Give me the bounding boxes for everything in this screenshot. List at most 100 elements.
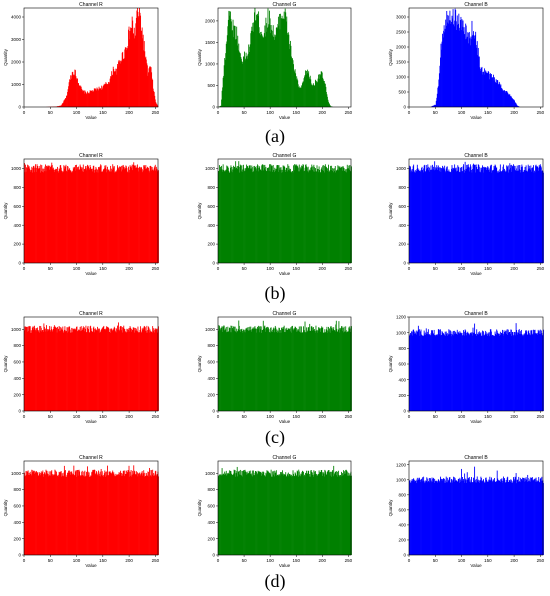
y-axis-label: Quantity [197,499,202,517]
y-tick-label: 200 [13,242,21,247]
y-tick-label: 400 [13,376,21,381]
y-tick-label: 3000 [11,37,22,42]
y-tick-label: 600 [207,204,215,209]
x-tick-label: 200 [319,266,327,271]
chart-title: Channel G [273,153,297,159]
histogram-panel-b-channel-b: Channel B0 50 100 150 200 2500200400600800100… [388,153,545,276]
x-tick-label: 0 [23,414,26,419]
y-axis-label: Quantity [3,202,8,220]
y-axis-label: Quantity [197,48,202,66]
x-tick-label: 150 [292,414,300,419]
y-axis-label: Quantity [3,48,8,66]
x-tick-label: 200 [125,110,133,115]
x-tick-label: 150 [99,558,107,563]
x-tick-label: 100 [73,266,81,271]
x-tick-label: 0 [217,558,220,563]
y-tick-label: 1000 [205,166,216,171]
y-tick-label: 600 [13,204,21,209]
x-tick-label: 100 [458,558,466,563]
x-axis-label: Value [85,115,97,120]
y-tick-label: 200 [398,242,406,247]
y-tick-label: 2000 [11,60,22,65]
x-tick-label: 50 [48,110,54,115]
x-tick-label: 50 [48,266,54,271]
x-tick-label: 150 [292,558,300,563]
x-tick-label: 50 [48,558,54,563]
histogram-bars [218,161,352,263]
y-axis-label: Quantity [197,355,202,373]
x-tick-label: 150 [292,110,300,115]
y-tick-label: 0 [212,409,215,414]
y-tick-label: 200 [13,536,21,541]
x-tick-label: 0 [408,110,411,115]
y-tick-label: 2000 [205,19,216,24]
y-tick-label: 600 [398,362,406,367]
histogram-panel-b-channel-r: Channel R0 50 100 150 200 2500200400600800100… [3,153,160,276]
histogram-bars [431,9,520,107]
x-tick-label: 250 [537,414,545,419]
y-tick-label: 800 [13,343,21,348]
y-tick-label: 1000 [205,62,216,67]
x-tick-label: 250 [345,110,353,115]
y-tick-label: 1000 [396,477,407,482]
histogram-bars [24,322,159,411]
x-tick-label: 200 [319,558,327,563]
y-tick-label: 1000 [396,330,407,335]
x-tick-label: 250 [345,558,353,563]
y-tick-label: 400 [207,376,215,381]
x-tick-label: 50 [242,110,248,115]
y-tick-label: 2000 [396,45,407,50]
histogram-bars [218,466,352,555]
y-tick-label: 1000 [11,82,22,87]
x-tick-label: 0 [217,110,220,115]
y-tick-label: 600 [398,507,406,512]
x-tick-label: 150 [484,266,492,271]
chart-title: Channel G [273,311,297,317]
x-tick-label: 200 [125,414,133,419]
x-tick-label: 100 [73,414,81,419]
y-tick-label: 400 [398,223,406,228]
y-tick-label: 4000 [11,15,22,20]
x-tick-label: 150 [99,266,107,271]
histogram-bars [409,161,544,263]
y-tick-label: 200 [207,536,215,541]
histogram-bars [24,465,159,555]
y-tick-label: 400 [13,223,21,228]
y-tick-label: 0 [18,105,21,110]
chart-title: Channel R [79,311,103,317]
chart-title: Channel R [79,153,103,159]
y-tick-label: 0 [18,409,21,414]
chart-title: Channel B [464,455,488,461]
histogram-bars [46,8,159,107]
row-label-c: (c) [265,427,285,448]
histogram-panel-c-channel-g: Channel G0 50 100 150 200 2500200400600800100… [197,311,353,424]
x-tick-label: 100 [458,414,466,419]
y-tick-label: 400 [398,377,406,382]
x-tick-label: 50 [433,414,439,419]
x-tick-label: 150 [484,110,492,115]
x-tick-label: 250 [152,110,160,115]
x-tick-label: 250 [152,266,160,271]
x-tick-label: 250 [152,558,160,563]
y-tick-label: 1200 [396,462,407,467]
x-tick-label: 250 [152,414,160,419]
x-tick-label: 100 [266,558,274,563]
y-tick-label: 0 [212,553,215,558]
x-tick-label: 50 [433,266,439,271]
x-tick-label: 150 [484,558,492,563]
x-tick-label: 100 [73,110,81,115]
row-label-d: (d) [265,571,286,592]
x-axis-label: Value [470,419,482,424]
x-tick-label: 100 [458,266,466,271]
x-tick-label: 250 [537,110,545,115]
y-tick-label: 400 [13,520,21,525]
x-tick-label: 250 [537,266,545,271]
y-tick-label: 800 [398,492,406,497]
x-tick-label: 200 [319,414,327,419]
x-tick-label: 50 [242,558,248,563]
y-axis-label: Quantity [388,202,393,220]
x-tick-label: 200 [510,266,518,271]
y-axis-label: Quantity [388,48,393,66]
x-tick-label: 0 [23,558,26,563]
